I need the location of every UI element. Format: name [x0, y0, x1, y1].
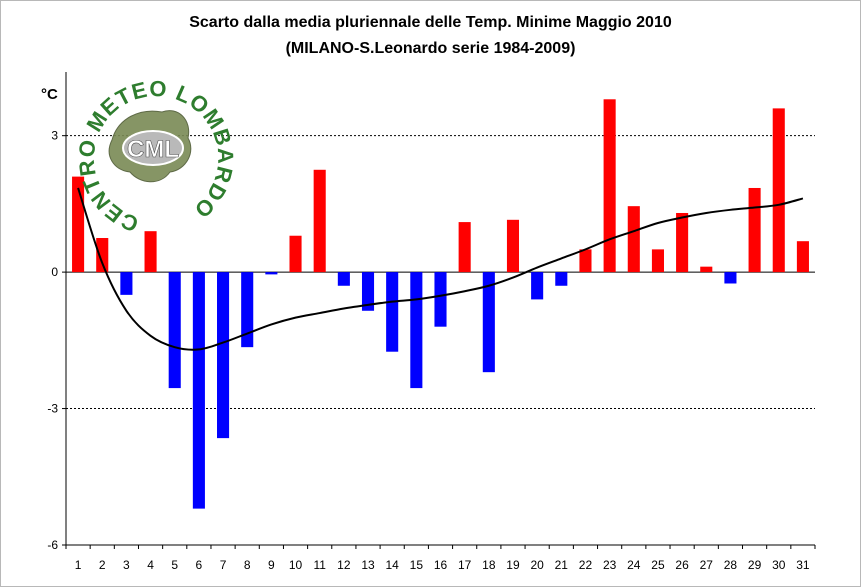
x-tick-label: 17	[458, 558, 472, 572]
x-tick-label: 6	[196, 558, 203, 572]
x-tick-label: 24	[627, 558, 641, 572]
bar	[217, 272, 230, 439]
bar	[579, 249, 592, 273]
x-tick-label: 13	[361, 558, 375, 572]
cml-badge	[122, 130, 184, 166]
x-tick-label: 12	[337, 558, 351, 572]
x-tick-label: 31	[796, 558, 810, 572]
x-tick-label: 5	[171, 558, 178, 572]
cml-center-text: CML	[127, 136, 179, 163]
x-tick-label: 25	[651, 558, 665, 572]
bar	[676, 212, 689, 273]
bar	[410, 272, 423, 389]
trend-line	[77, 187, 804, 351]
x-tick-label: 27	[700, 558, 714, 572]
chart-title: Scarto dalla media pluriennale delle Tem…	[189, 14, 672, 31]
x-tick-label: 3	[123, 558, 130, 572]
x-tick-label: 7	[220, 558, 227, 572]
x-tick-label: 19	[506, 558, 520, 572]
bar	[265, 272, 278, 275]
bar	[313, 169, 326, 273]
x-tick-label: 11	[313, 558, 326, 572]
x-tick-label: 1	[75, 558, 82, 572]
bar	[361, 272, 375, 311]
x-tick-label: 15	[410, 558, 424, 572]
bar	[120, 272, 133, 295]
bar	[724, 272, 737, 284]
x-tick-label: 30	[772, 558, 786, 572]
y-tick-label: -3	[47, 402, 58, 416]
x-tick-label: 21	[555, 558, 569, 572]
bar	[506, 219, 520, 273]
bar	[651, 249, 664, 273]
bar	[603, 99, 616, 273]
bar	[796, 241, 809, 273]
x-tick-label: 2	[99, 558, 106, 572]
y-axis-label: °C	[41, 86, 58, 103]
bar	[627, 206, 640, 273]
bar	[748, 187, 761, 273]
y-tick-label: -6	[47, 538, 58, 552]
x-tick-label: 20	[530, 558, 544, 572]
bar	[700, 266, 713, 273]
x-tick-label: 14	[385, 558, 399, 572]
bar	[531, 272, 544, 300]
bar	[386, 272, 399, 352]
chart-subtitle: (MILANO-S.Leonardo serie 1984-2009)	[285, 40, 576, 57]
bar	[458, 222, 471, 273]
x-tick-label: 28	[724, 558, 738, 572]
bar	[555, 272, 568, 286]
x-tick-label: 23	[603, 558, 617, 572]
bar	[289, 235, 302, 273]
x-tick-label: 26	[675, 558, 689, 572]
bar	[434, 272, 447, 327]
bar	[772, 108, 785, 273]
x-tick-label: 22	[579, 558, 593, 572]
x-tick-label: 29	[748, 558, 762, 572]
y-tick-label: 3	[51, 129, 58, 143]
bar	[96, 238, 109, 273]
bar	[168, 272, 181, 389]
x-tick-label: 8	[244, 558, 251, 572]
bar	[144, 231, 157, 273]
x-tick-label: 18	[482, 558, 496, 572]
x-tick-label: 4	[147, 558, 154, 572]
x-tick-label: 10	[289, 558, 303, 572]
bar	[192, 272, 205, 509]
x-tick-label: 9	[268, 558, 275, 572]
bar	[482, 272, 495, 373]
bar	[241, 272, 254, 348]
y-tick-label: 0	[51, 265, 58, 279]
bar	[337, 272, 350, 286]
x-tick-label: 16	[434, 558, 448, 572]
